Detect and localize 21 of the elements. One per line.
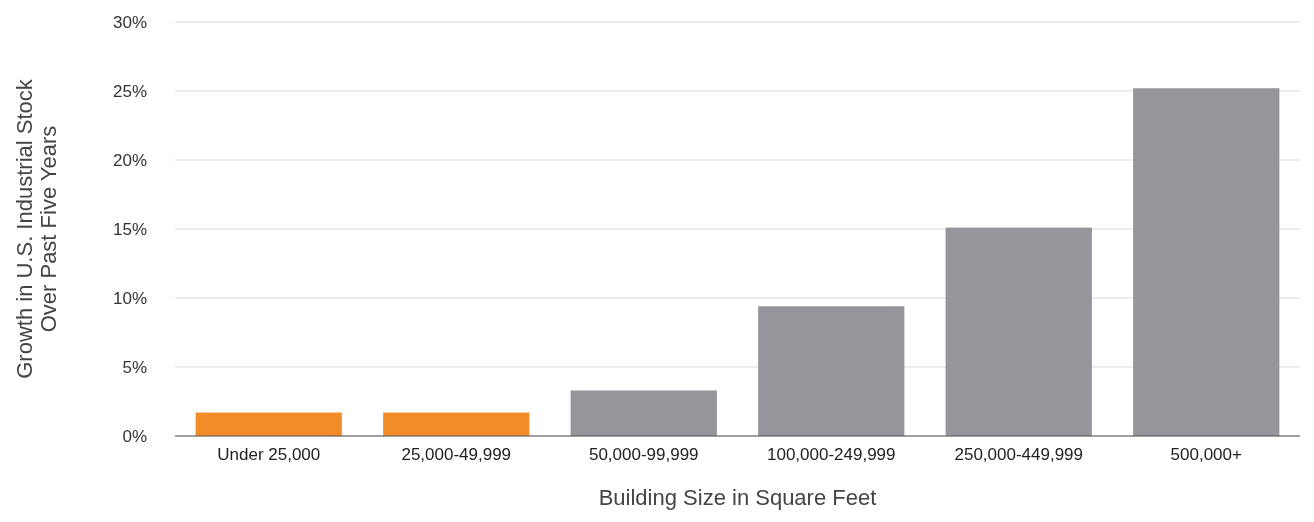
y-tick-label: 25% bbox=[112, 81, 147, 101]
y-tick-label: 0% bbox=[122, 426, 147, 446]
bar bbox=[570, 390, 717, 436]
bar bbox=[1133, 88, 1280, 436]
x-tick-label: Under 25,000 bbox=[217, 445, 321, 465]
y-tick-label: 5% bbox=[122, 357, 147, 377]
x-axis-title: Building Size in Square Feet bbox=[598, 485, 877, 510]
bar bbox=[383, 412, 530, 436]
bar bbox=[195, 412, 342, 436]
y-tick-label: 20% bbox=[112, 150, 147, 170]
y-tick-label: 10% bbox=[112, 288, 147, 308]
x-tick-label: 100,000-249,999 bbox=[766, 445, 896, 465]
y-tick-label: 15% bbox=[112, 219, 147, 239]
y-tick-label: 30% bbox=[112, 12, 147, 32]
x-tick-label: 50,000-99,999 bbox=[588, 445, 699, 465]
y-axis-title: Growth in U.S. Industrial Stock Over Past Five Years bbox=[12, 78, 61, 379]
x-tick-label: 250,000-449,999 bbox=[954, 445, 1084, 465]
x-tick-label: 25,000-49,999 bbox=[401, 445, 512, 465]
bar bbox=[758, 306, 905, 436]
x-tick-label: 500,000+ bbox=[1170, 445, 1243, 465]
bar bbox=[945, 227, 1092, 436]
